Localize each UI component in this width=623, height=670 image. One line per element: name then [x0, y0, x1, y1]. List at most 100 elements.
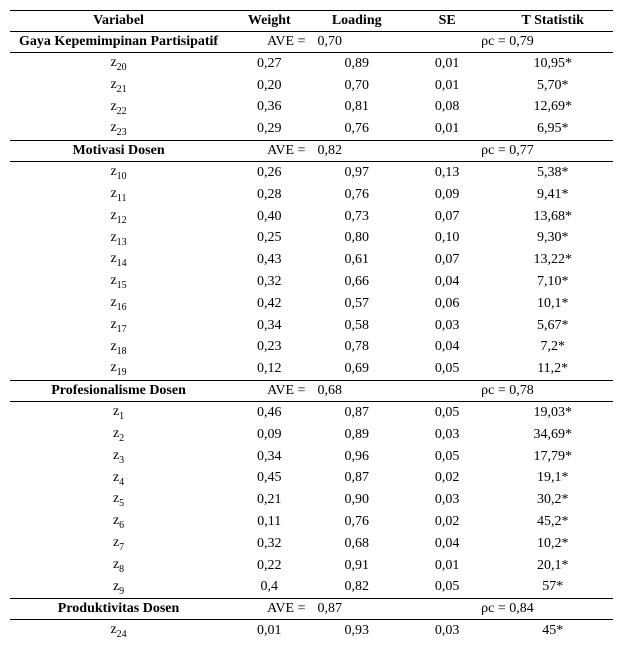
cell-weight: 0,25	[227, 228, 311, 250]
cell-se: 0,10	[402, 228, 492, 250]
cell-variabel: z11	[10, 184, 227, 206]
section-ave-label: AVE =	[227, 32, 311, 53]
cell-loading: 0,81	[312, 97, 402, 119]
section-header-row: Gaya Kepemimpinan PartisipatifAVE =0,70ρ…	[10, 32, 613, 53]
cell-se: 0,01	[402, 118, 492, 140]
cell-weight: 0,45	[227, 468, 311, 490]
cell-loading: 0,82	[312, 577, 402, 599]
cell-variabel: z16	[10, 293, 227, 315]
table-row: z190,120,690,0511,2*	[10, 358, 613, 380]
cell-weight: 0,27	[227, 53, 311, 75]
cell-weight: 0,36	[227, 97, 311, 119]
cell-loading: 0,78	[312, 337, 402, 359]
section-ave-label: AVE =	[227, 381, 311, 402]
cell-weight: 0,23	[227, 337, 311, 359]
section-ave-value: 0,82	[312, 141, 402, 162]
section-rho-label: ρc = 0,78	[402, 381, 613, 402]
table-row: z70,320,680,0410,2*	[10, 533, 613, 555]
cell-se: 0,05	[402, 358, 492, 380]
cell-loading: 0,73	[312, 206, 402, 228]
cell-se: 0,04	[402, 337, 492, 359]
cell-se: 0,02	[402, 468, 492, 490]
cell-tstat: 10,1*	[492, 293, 613, 315]
header-tstat: T Statistik	[492, 11, 613, 32]
section-label: Gaya Kepemimpinan Partisipatif	[10, 32, 227, 53]
cell-weight: 0,26	[227, 162, 311, 184]
cell-weight: 0,20	[227, 75, 311, 97]
table-row: z130,250,800,109,30*	[10, 228, 613, 250]
table-row: z220,360,810,0812,69*	[10, 97, 613, 119]
cell-tstat: 45,2*	[492, 511, 613, 533]
cell-tstat: 7,10*	[492, 271, 613, 293]
table-row: z50,210,900,0330,2*	[10, 489, 613, 511]
table-row: z140,430,610,0713,22*	[10, 249, 613, 271]
table-row: z150,320,660,047,10*	[10, 271, 613, 293]
cell-tstat: 12,69*	[492, 97, 613, 119]
cell-loading: 0,80	[312, 228, 402, 250]
cell-variabel: z9	[10, 577, 227, 599]
cell-variabel: z1	[10, 402, 227, 424]
cell-tstat: 10,2*	[492, 533, 613, 555]
cell-loading: 0,90	[312, 489, 402, 511]
cell-tstat: 5,38*	[492, 162, 613, 184]
cell-loading: 0,87	[312, 468, 402, 490]
cell-variabel: z17	[10, 315, 227, 337]
cell-weight: 0,40	[227, 206, 311, 228]
section-ave-value: 0,87	[312, 599, 402, 620]
cell-tstat: 20,1*	[492, 555, 613, 577]
table-row: z100,260,970,135,38*	[10, 162, 613, 184]
cell-se: 0,05	[402, 446, 492, 468]
section-rho-label: ρc = 0,79	[402, 32, 613, 53]
cell-tstat: 10,95*	[492, 53, 613, 75]
cell-tstat: 45*	[492, 620, 613, 642]
cell-loading: 0,61	[312, 249, 402, 271]
cell-tstat: 7,2*	[492, 337, 613, 359]
cell-variabel: z14	[10, 249, 227, 271]
cell-weight: 0,21	[227, 489, 311, 511]
cell-se: 0,09	[402, 184, 492, 206]
cell-variabel: z13	[10, 228, 227, 250]
cell-weight: 0,22	[227, 555, 311, 577]
cell-tstat: 19,03*	[492, 402, 613, 424]
cell-se: 0,07	[402, 206, 492, 228]
cell-tstat: 34,69*	[492, 424, 613, 446]
cell-weight: 0,34	[227, 315, 311, 337]
cell-se: 0,03	[402, 424, 492, 446]
table-row: z40,450,870,0219,1*	[10, 468, 613, 490]
cell-loading: 0,91	[312, 555, 402, 577]
cell-se: 0,01	[402, 555, 492, 577]
cell-loading: 0,58	[312, 315, 402, 337]
cell-tstat: 19,1*	[492, 468, 613, 490]
cell-weight: 0,09	[227, 424, 311, 446]
table-row: z30,340,960,0517,79*	[10, 446, 613, 468]
table-row: z240,010,930,0345*	[10, 620, 613, 642]
cell-variabel: z15	[10, 271, 227, 293]
table-row: z160,420,570,0610,1*	[10, 293, 613, 315]
cell-variabel: z20	[10, 53, 227, 75]
cell-loading: 0,93	[312, 620, 402, 642]
header-variabel: Variabel	[10, 11, 227, 32]
cell-tstat: 5,70*	[492, 75, 613, 97]
cell-tstat: 57*	[492, 577, 613, 599]
table-row: z170,340,580,035,67*	[10, 315, 613, 337]
table-row: z90,40,820,0557*	[10, 577, 613, 599]
cell-tstat: 9,30*	[492, 228, 613, 250]
cell-variabel: z18	[10, 337, 227, 359]
cell-loading: 0,76	[312, 511, 402, 533]
table-row: z20,090,890,0334,69*	[10, 424, 613, 446]
header-se: SE	[402, 11, 492, 32]
section-ave-label: AVE =	[227, 599, 311, 620]
section-ave-value: 0,70	[312, 32, 402, 53]
cell-variabel: z19	[10, 358, 227, 380]
cell-tstat: 11,2*	[492, 358, 613, 380]
section-ave-label: AVE =	[227, 141, 311, 162]
cell-se: 0,04	[402, 271, 492, 293]
cell-tstat: 17,79*	[492, 446, 613, 468]
cell-loading: 0,87	[312, 402, 402, 424]
cell-variabel: z10	[10, 162, 227, 184]
section-header-row: Produktivitas DosenAVE =0,87ρc = 0,84	[10, 599, 613, 620]
cell-loading: 0,66	[312, 271, 402, 293]
cell-variabel: z5	[10, 489, 227, 511]
section-rho-label: ρc = 0,84	[402, 599, 613, 620]
cell-se: 0,01	[402, 75, 492, 97]
